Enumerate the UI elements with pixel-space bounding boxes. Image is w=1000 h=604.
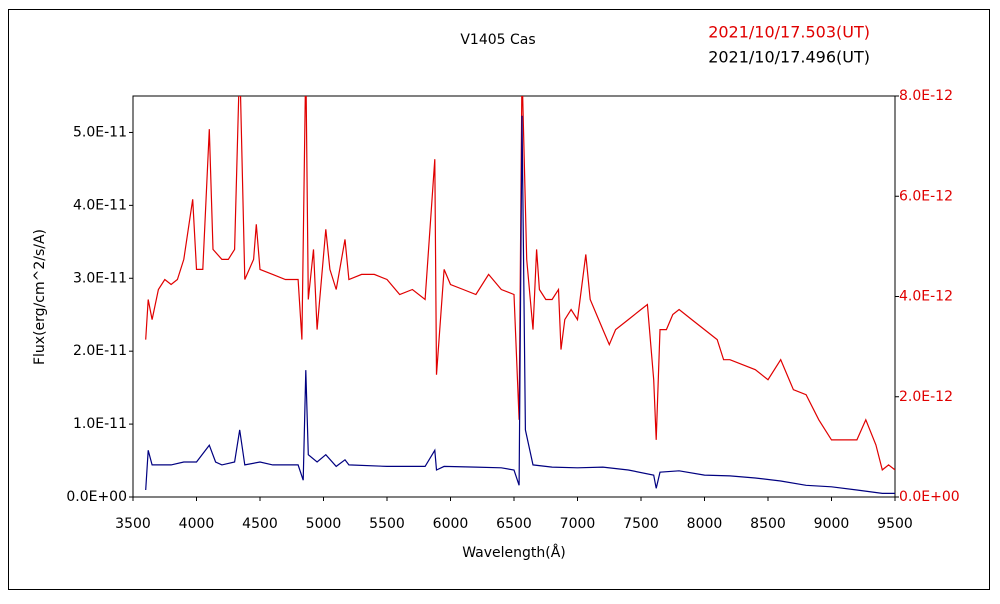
spectrum-line xyxy=(145,96,895,471)
y-tick-label: 1.0E-11 xyxy=(73,416,127,432)
x-tick-label: 4500 xyxy=(242,516,278,532)
y-axis-label: Flux(erg/cm^2/s/A) xyxy=(32,229,48,365)
x-tick-label: 9500 xyxy=(877,516,913,532)
plot-lines xyxy=(145,96,895,494)
y2-tick-label: 0.0E+00 xyxy=(899,489,960,505)
y-tick-label: 5.0E-11 xyxy=(73,124,127,140)
y-tick-label: 0.0E+00 xyxy=(66,489,127,505)
x-tick-label: 3500 xyxy=(115,516,151,532)
y-tick-label: 4.0E-11 xyxy=(73,197,127,213)
x-tick-label: 7500 xyxy=(623,516,659,532)
legend-entry: 2021/10/17.496(UT) xyxy=(708,48,870,67)
x-tick-label: 4000 xyxy=(179,516,215,532)
x-tick-label: 6000 xyxy=(433,516,469,532)
spectrum-line xyxy=(145,115,895,494)
chart-title: V1405 Cas xyxy=(460,32,535,48)
x-tick-label: 6500 xyxy=(496,516,532,532)
legend-entry: 2021/10/17.503(UT) xyxy=(708,23,870,42)
x-tick-label: 5000 xyxy=(306,516,342,532)
y2-tick-label: 8.0E-12 xyxy=(899,88,953,104)
y2-tick-label: 4.0E-12 xyxy=(899,289,953,305)
x-tick-label: 7000 xyxy=(560,516,596,532)
x-tick-label: 8500 xyxy=(750,516,786,532)
y2-tick-label: 6.0E-12 xyxy=(899,188,953,204)
x-tick-label: 5500 xyxy=(369,516,405,532)
y-tick-label: 2.0E-11 xyxy=(73,343,127,359)
frame xyxy=(8,9,990,590)
x-tick-label: 8000 xyxy=(687,516,723,532)
x-tick-label: 9000 xyxy=(814,516,850,532)
y-tick-label: 3.0E-11 xyxy=(73,270,127,286)
x-axis-label: Wavelength(Å) xyxy=(462,544,566,561)
y2-tick-label: 2.0E-12 xyxy=(899,389,953,405)
